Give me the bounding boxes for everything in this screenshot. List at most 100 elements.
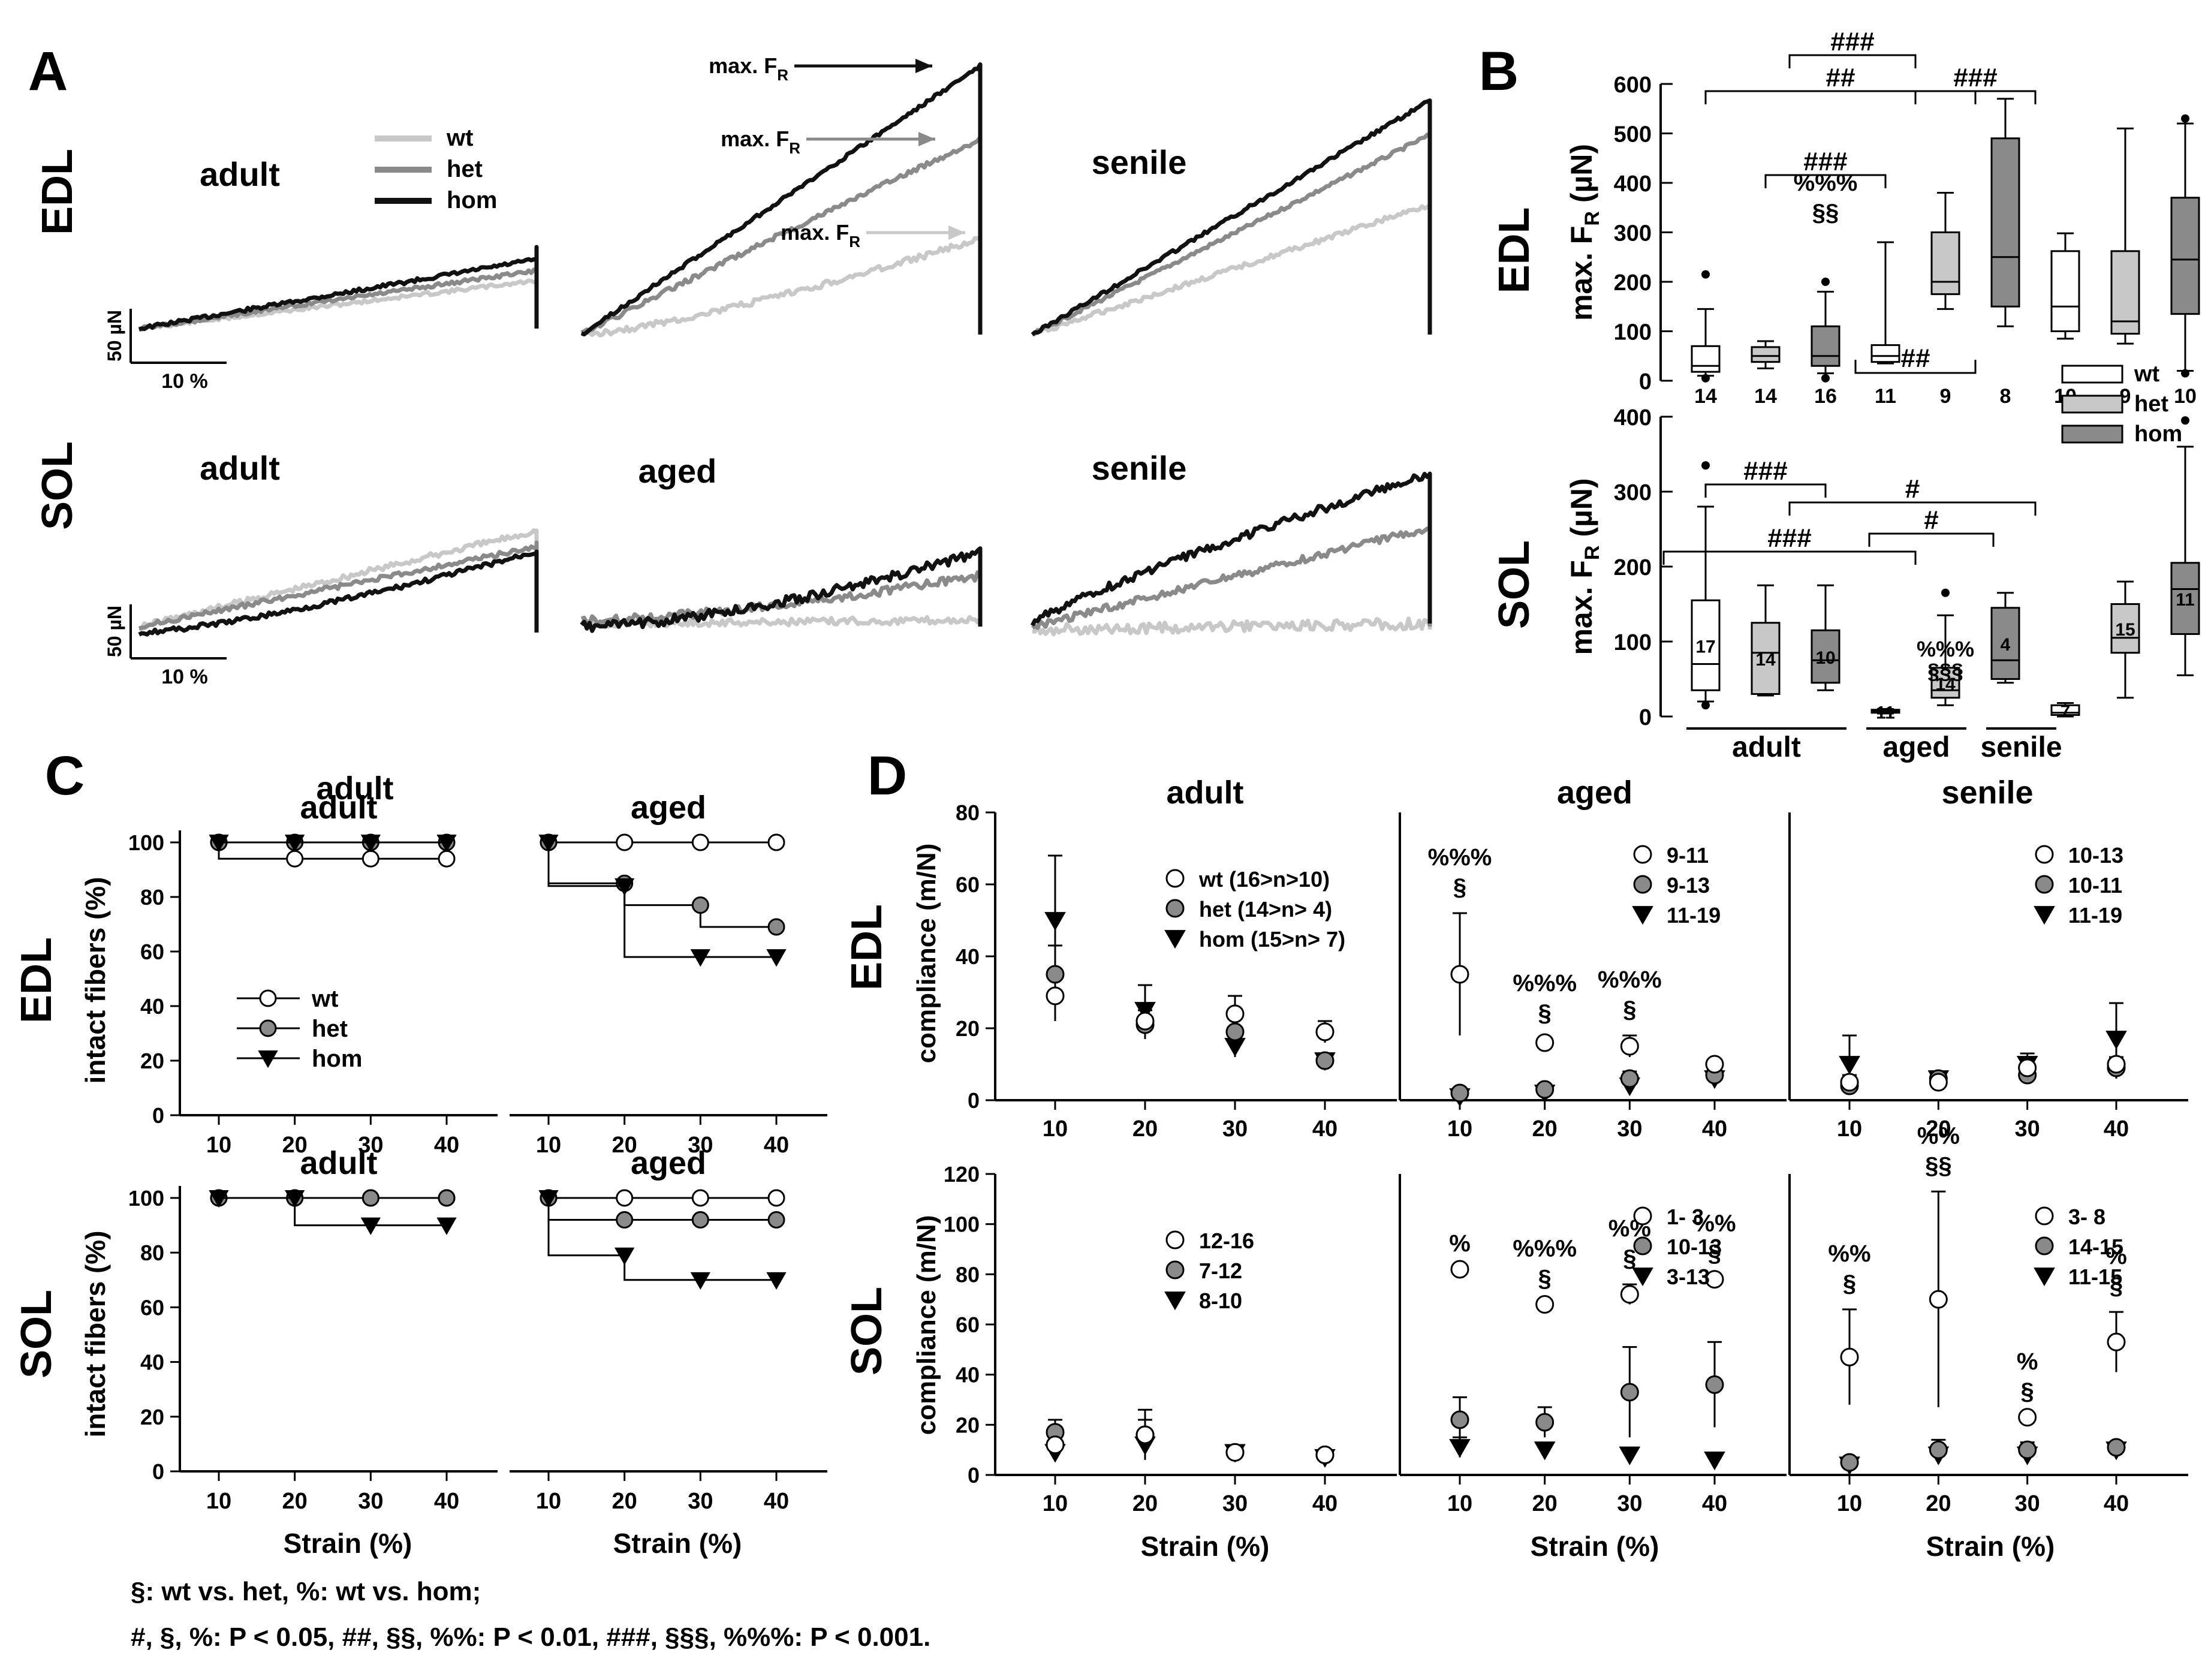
compliance-edl-adult-point-wt: [1046, 986, 1065, 1005]
boxplot-legend-wt-label: wt: [2134, 362, 2160, 387]
intact-legend-wt-label: wt: [311, 986, 338, 1012]
boxplot-group-label-senile: senile: [1980, 731, 2062, 763]
compliance-edl-aged-legend-het-marker: [1633, 875, 1652, 894]
intact-edl-aged-xtick-label: 10: [536, 1133, 561, 1158]
intact-edl-aged-xtick-label: 40: [764, 1133, 789, 1158]
panel-label-d: D: [867, 745, 907, 806]
intact-edl-aged-xtick-label: 20: [612, 1133, 637, 1158]
boxplot-sol-box-aged-het-outlier: [1941, 588, 1950, 597]
compliance-edl-adult-point-wt: [1225, 1004, 1245, 1023]
compliance-sol-senile-sig-40-0: §: [2110, 1273, 2123, 1299]
boxplot-edl-box-aged-hom: 8: [1990, 98, 2020, 408]
intact-edl-aged-point-wt: [616, 833, 634, 851]
intact-edl-adult-ytick-label: 0: [152, 1103, 164, 1128]
boxplot-edl-bracket-2: [1704, 90, 1977, 104]
intact-edl-aged-xtick-label: 30: [688, 1133, 713, 1158]
boxplot-edl-box-adult-wt-n-label: 14: [1694, 385, 1717, 408]
compliance-sol-aged-point-hom: [1449, 1439, 1471, 1458]
intact-sol-adult-point-het: [362, 1189, 379, 1207]
intact-sol-adult-point-het: [438, 1189, 456, 1207]
compliance-sol-senile-sig-10-0: §: [1843, 1270, 1856, 1297]
compliance-edl-adult-point-wt: [1135, 1011, 1155, 1031]
boxplot-edl-bracket-3: [1914, 90, 2037, 104]
panel-c-edl-ylabel: intact fibers (%): [80, 877, 111, 1083]
intact-sol-aged-xtick-label: 20: [612, 1489, 637, 1514]
intact-sol-aged-xtick-label: 40: [764, 1489, 789, 1514]
compliance-edl-adult-ytick-label: 80: [956, 800, 980, 825]
trace-edl-adult-het: [138, 255, 539, 332]
compliance-sol-senile-point-het: [2107, 1438, 2126, 1457]
boxplot-edl-box-aged-wt: 11: [1870, 241, 1900, 408]
trace-sol-aged-wt: [581, 615, 983, 629]
panel-c-sol-ylabel: intact fibers (%): [80, 1230, 111, 1437]
compliance-edl-adult-point-hom: [1044, 912, 1066, 931]
intact-sol-adult-xtick-label: 30: [358, 1489, 383, 1514]
intact-sol-adult-point-hom: [360, 1217, 381, 1235]
boxplot-edl-box-senile-hom-outlier: [2181, 114, 2189, 123]
compliance-sol-aged-legend-wt-marker: [1633, 1206, 1652, 1226]
compliance-edl-adult-xtick-label: 40: [1312, 1116, 1338, 1142]
boxplot-legend-wt-swatch: [2061, 365, 2123, 384]
panel-c-edl-label: EDL: [13, 937, 61, 1023]
intact-sol-aged-point-het: [767, 1211, 785, 1229]
panel-d-sol-ylabel: compliance (m/N): [912, 1215, 941, 1435]
boxplot-edl-sig-aged-percent: %%%: [1794, 170, 1858, 196]
intact-edl-adult-xtick-label: 20: [282, 1133, 308, 1158]
compliance-sol-aged-point-het: [1535, 1413, 1555, 1432]
intact-edl-aged-point-het: [767, 918, 785, 936]
boxplot-edl-box-aged-het: 9: [1930, 192, 1960, 408]
compliance-edl-aged-legend-wt-marker: [1633, 845, 1652, 864]
boxplot-edl-box-adult-wt-outlier: [1701, 374, 1710, 383]
compliance-edl-aged-point-wt: [1705, 1055, 1724, 1074]
intact-sol-aged-point-hom: [538, 1190, 559, 1208]
boxplot-sol-ylabel: max. FR (µN): [1565, 478, 1604, 655]
compliance-sol-aged-xtick-label: 20: [1532, 1491, 1558, 1516]
compliance-sol-adult-ytick-label: 100: [944, 1212, 980, 1237]
boxplot-edl-sig-aged-section: §§: [1812, 200, 1839, 226]
boxplot-edl-box-adult-hom-iqr: [1811, 325, 1840, 367]
compliance-edl-aged-point-wt: [1535, 1033, 1555, 1052]
compliance-edl-adult-point-hom: [1134, 1002, 1156, 1021]
compliance-sol-senile-point-wt: [1929, 1290, 1948, 1309]
compliance-sol-senile-sig-20-0: §§: [1925, 1152, 1952, 1179]
boxplot-edl-box-senile-het-iqr: [2110, 250, 2140, 335]
compliance-edl-aged-sig-30-1: %%%: [1598, 967, 1662, 993]
compliance-sol-aged-sig-40-0: §: [1708, 1241, 1721, 1267]
compliance-sol-senile-legend-het-marker: [2035, 1236, 2054, 1256]
compliance-sol-aged-sig-20-0: §: [1538, 1266, 1552, 1292]
boxplot-edl-box-senile-hom-outlier: [2181, 369, 2189, 378]
boxplot-sol-box-senile-hom-n-label: 11: [2176, 590, 2195, 610]
boxplot-sol-bracket-1-label: ###: [1743, 456, 1787, 486]
compliance-edl-aged-point-het: [1620, 1069, 1639, 1088]
compliance-sol-senile-sig-30-0: §: [2021, 1378, 2034, 1405]
compliance-sol-adult-legend-het-label: 7-12: [1199, 1259, 1242, 1283]
compliance-sol-adult-point-wt: [1135, 1425, 1155, 1444]
compliance-sol-senile-sig-30-1: %: [2017, 1348, 2038, 1375]
compliance-edl-aged-xtick-label: 20: [1532, 1116, 1558, 1142]
panel-label-a: A: [28, 41, 68, 102]
boxplot-edl-box-aged-wt-n-label: 11: [1875, 385, 1896, 408]
intact-edl-adult-point-hom: [284, 835, 305, 853]
compliance-edl-adult-xtick-label: 30: [1222, 1116, 1248, 1142]
trace-edl-aged-wt: [580, 234, 983, 338]
panel-a-maxfr-annotation-wt: max. FR: [781, 220, 965, 251]
boxplot-sol-box-adult-wt-outlier: [1701, 461, 1710, 470]
boxplot-edl-box-adult-hom: 16: [1811, 278, 1840, 408]
compliance-edl-adult-legend-het-marker: [1165, 899, 1185, 918]
compliance-edl-adult-legend-het-label: het (14>n> 4): [1199, 897, 1332, 922]
compliance-edl-senile-legend-hom-label: 11-19: [2068, 903, 2122, 928]
compliance-sol-senile-legend-hom-marker: [2034, 1267, 2055, 1287]
panel-d-xlabel-adult: Strain (%): [1141, 1531, 1270, 1562]
compliance-sol-adult-ytick-label: 20: [956, 1413, 980, 1437]
intact-sol-aged-point-hom: [766, 1272, 787, 1290]
compliance-edl-aged-sig-30-0: §: [1623, 996, 1636, 1023]
boxplot-sol-bracket-3: [1662, 550, 1917, 565]
boxplot-edl-bracket-1: [1788, 54, 1917, 68]
boxplot-edl-ytick-label: 200: [1614, 270, 1652, 296]
compliance-edl-aged-legend-hom-marker: [1632, 906, 1653, 925]
panel-a-edl-adult-title: adult: [200, 155, 280, 193]
intact-sol-aged-point-hom: [614, 1247, 635, 1265]
compliance-edl-aged-point-wt: [1450, 965, 1469, 984]
compliance-edl-adult-point-het: [1046, 965, 1065, 984]
intact-legend-wt-marker: [259, 989, 277, 1007]
